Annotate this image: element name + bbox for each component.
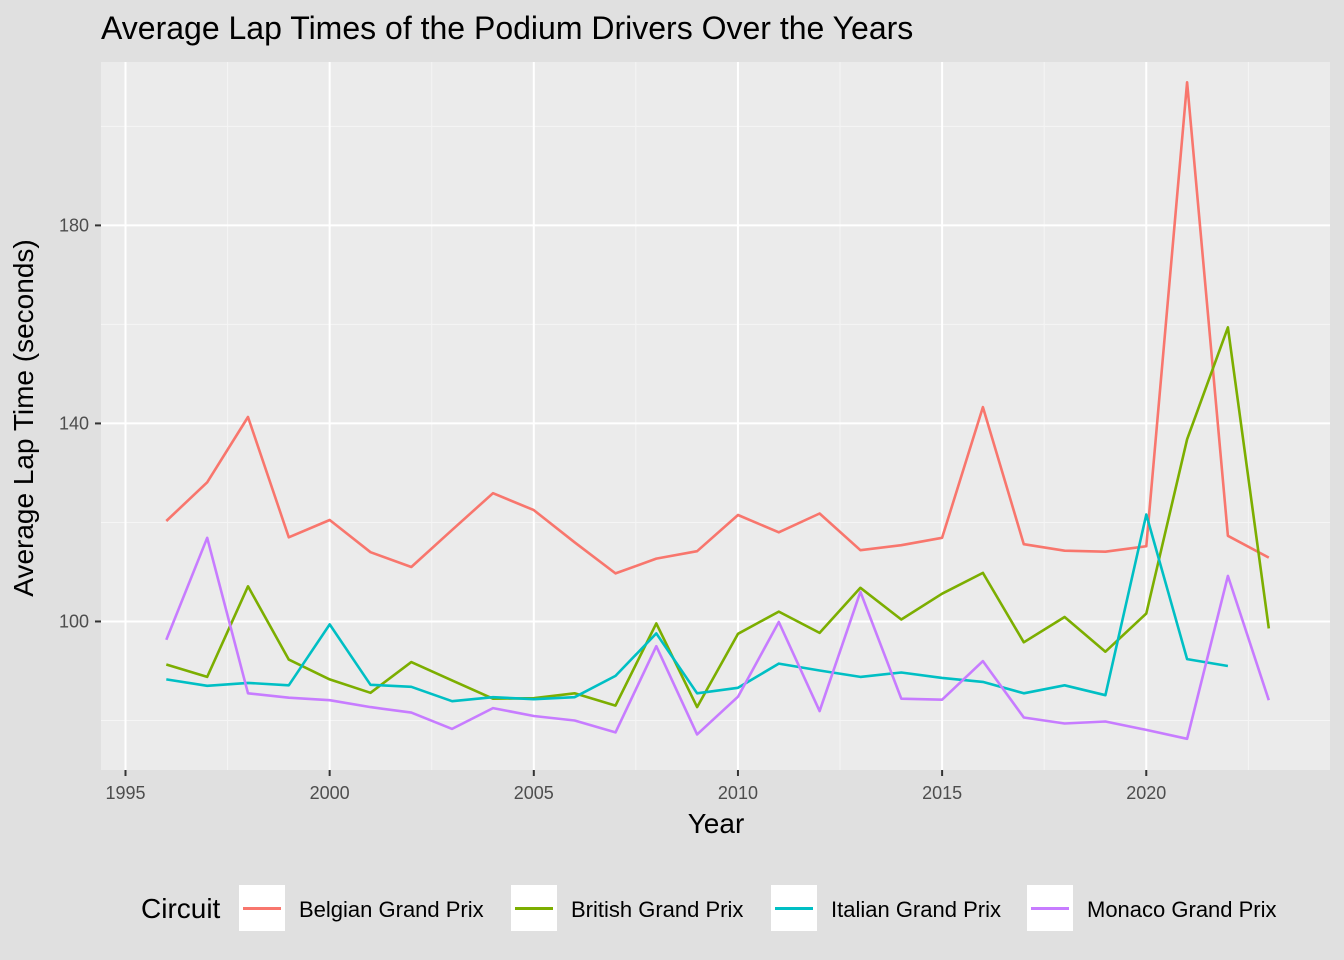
legend-key-british	[511, 885, 557, 931]
series-line-belgian	[165, 81, 1270, 575]
y-tick-label: 180	[59, 215, 89, 235]
x-tick-label: 2005	[514, 783, 554, 803]
legend-key-italian	[771, 885, 817, 931]
series-layer	[165, 81, 1271, 741]
x-tick-label: 2010	[718, 783, 758, 803]
legend-label-british: British Grand Prix	[571, 897, 744, 922]
x-axis-label: Year	[687, 808, 745, 839]
legend-line-italian	[775, 907, 813, 910]
x-tick-label: 2020	[1126, 783, 1166, 803]
series-line-italian	[166, 513, 1229, 703]
chart-title: Average Lap Times of the Podium Drivers …	[101, 10, 914, 46]
plot-panel	[101, 62, 1330, 770]
legend-label-italian: Italian Grand Prix	[831, 897, 1001, 922]
major-grid	[101, 62, 1330, 770]
x-tick-label: 2000	[310, 783, 350, 803]
legend-title: Circuit	[141, 893, 221, 924]
legend-label-belgian: Belgian Grand Prix	[299, 897, 484, 922]
minor-grid	[101, 62, 1330, 770]
axis-layer: 1995 2000 2005 2010 2015 2020 100 140 180	[59, 215, 1166, 803]
y-tick-label: 100	[59, 611, 89, 631]
y-axis-label: Average Lap Time (seconds)	[8, 239, 39, 597]
legend-line-monaco	[1031, 907, 1069, 910]
series-line-british	[165, 326, 1271, 709]
legend-key-monaco	[1027, 885, 1073, 931]
series-line-monaco	[165, 536, 1271, 741]
y-tick-label: 140	[59, 413, 89, 433]
legend-label-monaco: Monaco Grand Prix	[1087, 897, 1277, 922]
x-tick-label: 2015	[922, 783, 962, 803]
legend-line-belgian	[243, 907, 281, 910]
legend-line-british	[515, 907, 553, 910]
x-tick-label: 1995	[105, 783, 145, 803]
legend-key-belgian	[239, 885, 285, 931]
